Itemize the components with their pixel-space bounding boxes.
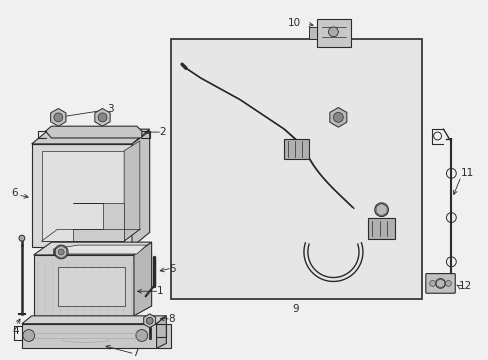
Bar	[171, 39, 421, 299]
Circle shape	[54, 113, 62, 122]
Bar	[308, 27, 316, 39]
Polygon shape	[143, 314, 155, 328]
Text: 6: 6	[11, 188, 18, 198]
Text: 2: 2	[159, 127, 166, 137]
Bar	[316, 19, 350, 46]
Polygon shape	[34, 255, 134, 316]
Polygon shape	[329, 108, 346, 127]
Polygon shape	[45, 126, 142, 138]
Circle shape	[54, 245, 68, 259]
Text: 8: 8	[168, 314, 175, 324]
Circle shape	[435, 279, 445, 288]
Circle shape	[58, 249, 64, 255]
Circle shape	[429, 280, 435, 286]
Circle shape	[23, 330, 35, 341]
Polygon shape	[124, 141, 140, 241]
Polygon shape	[134, 242, 151, 316]
Circle shape	[98, 113, 107, 122]
Bar	[284, 139, 308, 159]
Text: 10: 10	[287, 18, 301, 28]
Text: 9: 9	[292, 304, 299, 314]
Circle shape	[445, 280, 450, 286]
Polygon shape	[32, 129, 149, 144]
Polygon shape	[32, 144, 132, 247]
Polygon shape	[132, 131, 149, 247]
Text: 12: 12	[458, 282, 471, 291]
Bar	[367, 217, 394, 239]
Polygon shape	[73, 203, 124, 241]
Text: 4: 4	[13, 325, 20, 336]
Text: 1: 1	[156, 286, 163, 296]
Bar	[22, 324, 171, 348]
Polygon shape	[41, 151, 124, 241]
Polygon shape	[53, 245, 146, 254]
Circle shape	[328, 27, 338, 37]
Polygon shape	[34, 242, 151, 255]
Text: 7: 7	[132, 348, 138, 358]
Circle shape	[333, 112, 343, 122]
Bar	[58, 267, 125, 306]
Text: 11: 11	[460, 168, 473, 178]
Circle shape	[374, 203, 387, 217]
Circle shape	[136, 330, 147, 341]
Polygon shape	[51, 108, 66, 126]
Text: 5: 5	[169, 264, 176, 274]
Text: 3: 3	[107, 104, 113, 114]
FancyBboxPatch shape	[425, 274, 454, 293]
Polygon shape	[95, 108, 110, 126]
Circle shape	[146, 317, 153, 324]
Circle shape	[19, 235, 25, 241]
Polygon shape	[156, 316, 166, 348]
Polygon shape	[22, 316, 166, 324]
